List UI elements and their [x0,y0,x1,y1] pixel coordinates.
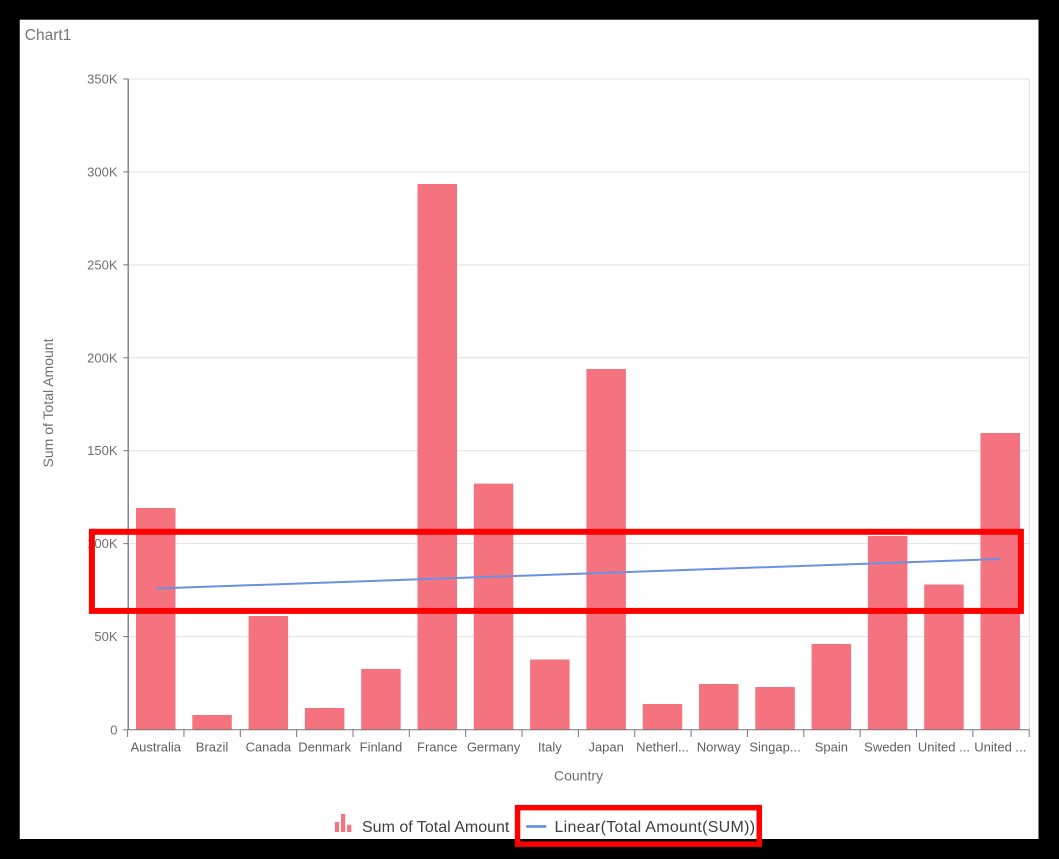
svg-text:Sweden: Sweden [864,740,911,755]
svg-text:0: 0 [110,722,117,737]
svg-text:250K: 250K [87,257,118,272]
svg-text:350K: 350K [87,72,118,87]
svg-text:Sum of Total Amount: Sum of Total Amount [362,819,510,836]
svg-text:Italy: Italy [538,740,562,755]
svg-text:France: France [417,740,457,755]
svg-text:Chart1: Chart1 [25,27,72,44]
svg-text:150K: 150K [87,443,118,458]
svg-text:Sum of Total Amount: Sum of Total Amount [40,338,56,467]
svg-text:Country: Country [554,768,603,784]
svg-text:Germany: Germany [467,740,521,755]
svg-text:Japan: Japan [588,740,623,755]
svg-text:Australia: Australia [130,740,181,755]
svg-text:Linear(Total Amount(SUM)): Linear(Total Amount(SUM)) [555,819,756,836]
svg-text:Norway: Norway [697,740,742,755]
svg-text:50K: 50K [94,629,117,644]
svg-text:Canada: Canada [246,740,292,755]
svg-text:Finland: Finland [360,740,403,755]
svg-text:300K: 300K [87,164,118,179]
svg-text:United ...: United ... [918,740,970,755]
svg-text:Brazil: Brazil [196,740,229,755]
svg-text:Spain: Spain [815,740,848,755]
svg-text:Singap...: Singap... [749,740,800,755]
svg-text:200K: 200K [87,350,118,365]
svg-text:United ...: United ... [974,740,1026,755]
svg-text:Netherl...: Netherl... [636,740,689,755]
svg-text:Denmark: Denmark [298,740,351,755]
